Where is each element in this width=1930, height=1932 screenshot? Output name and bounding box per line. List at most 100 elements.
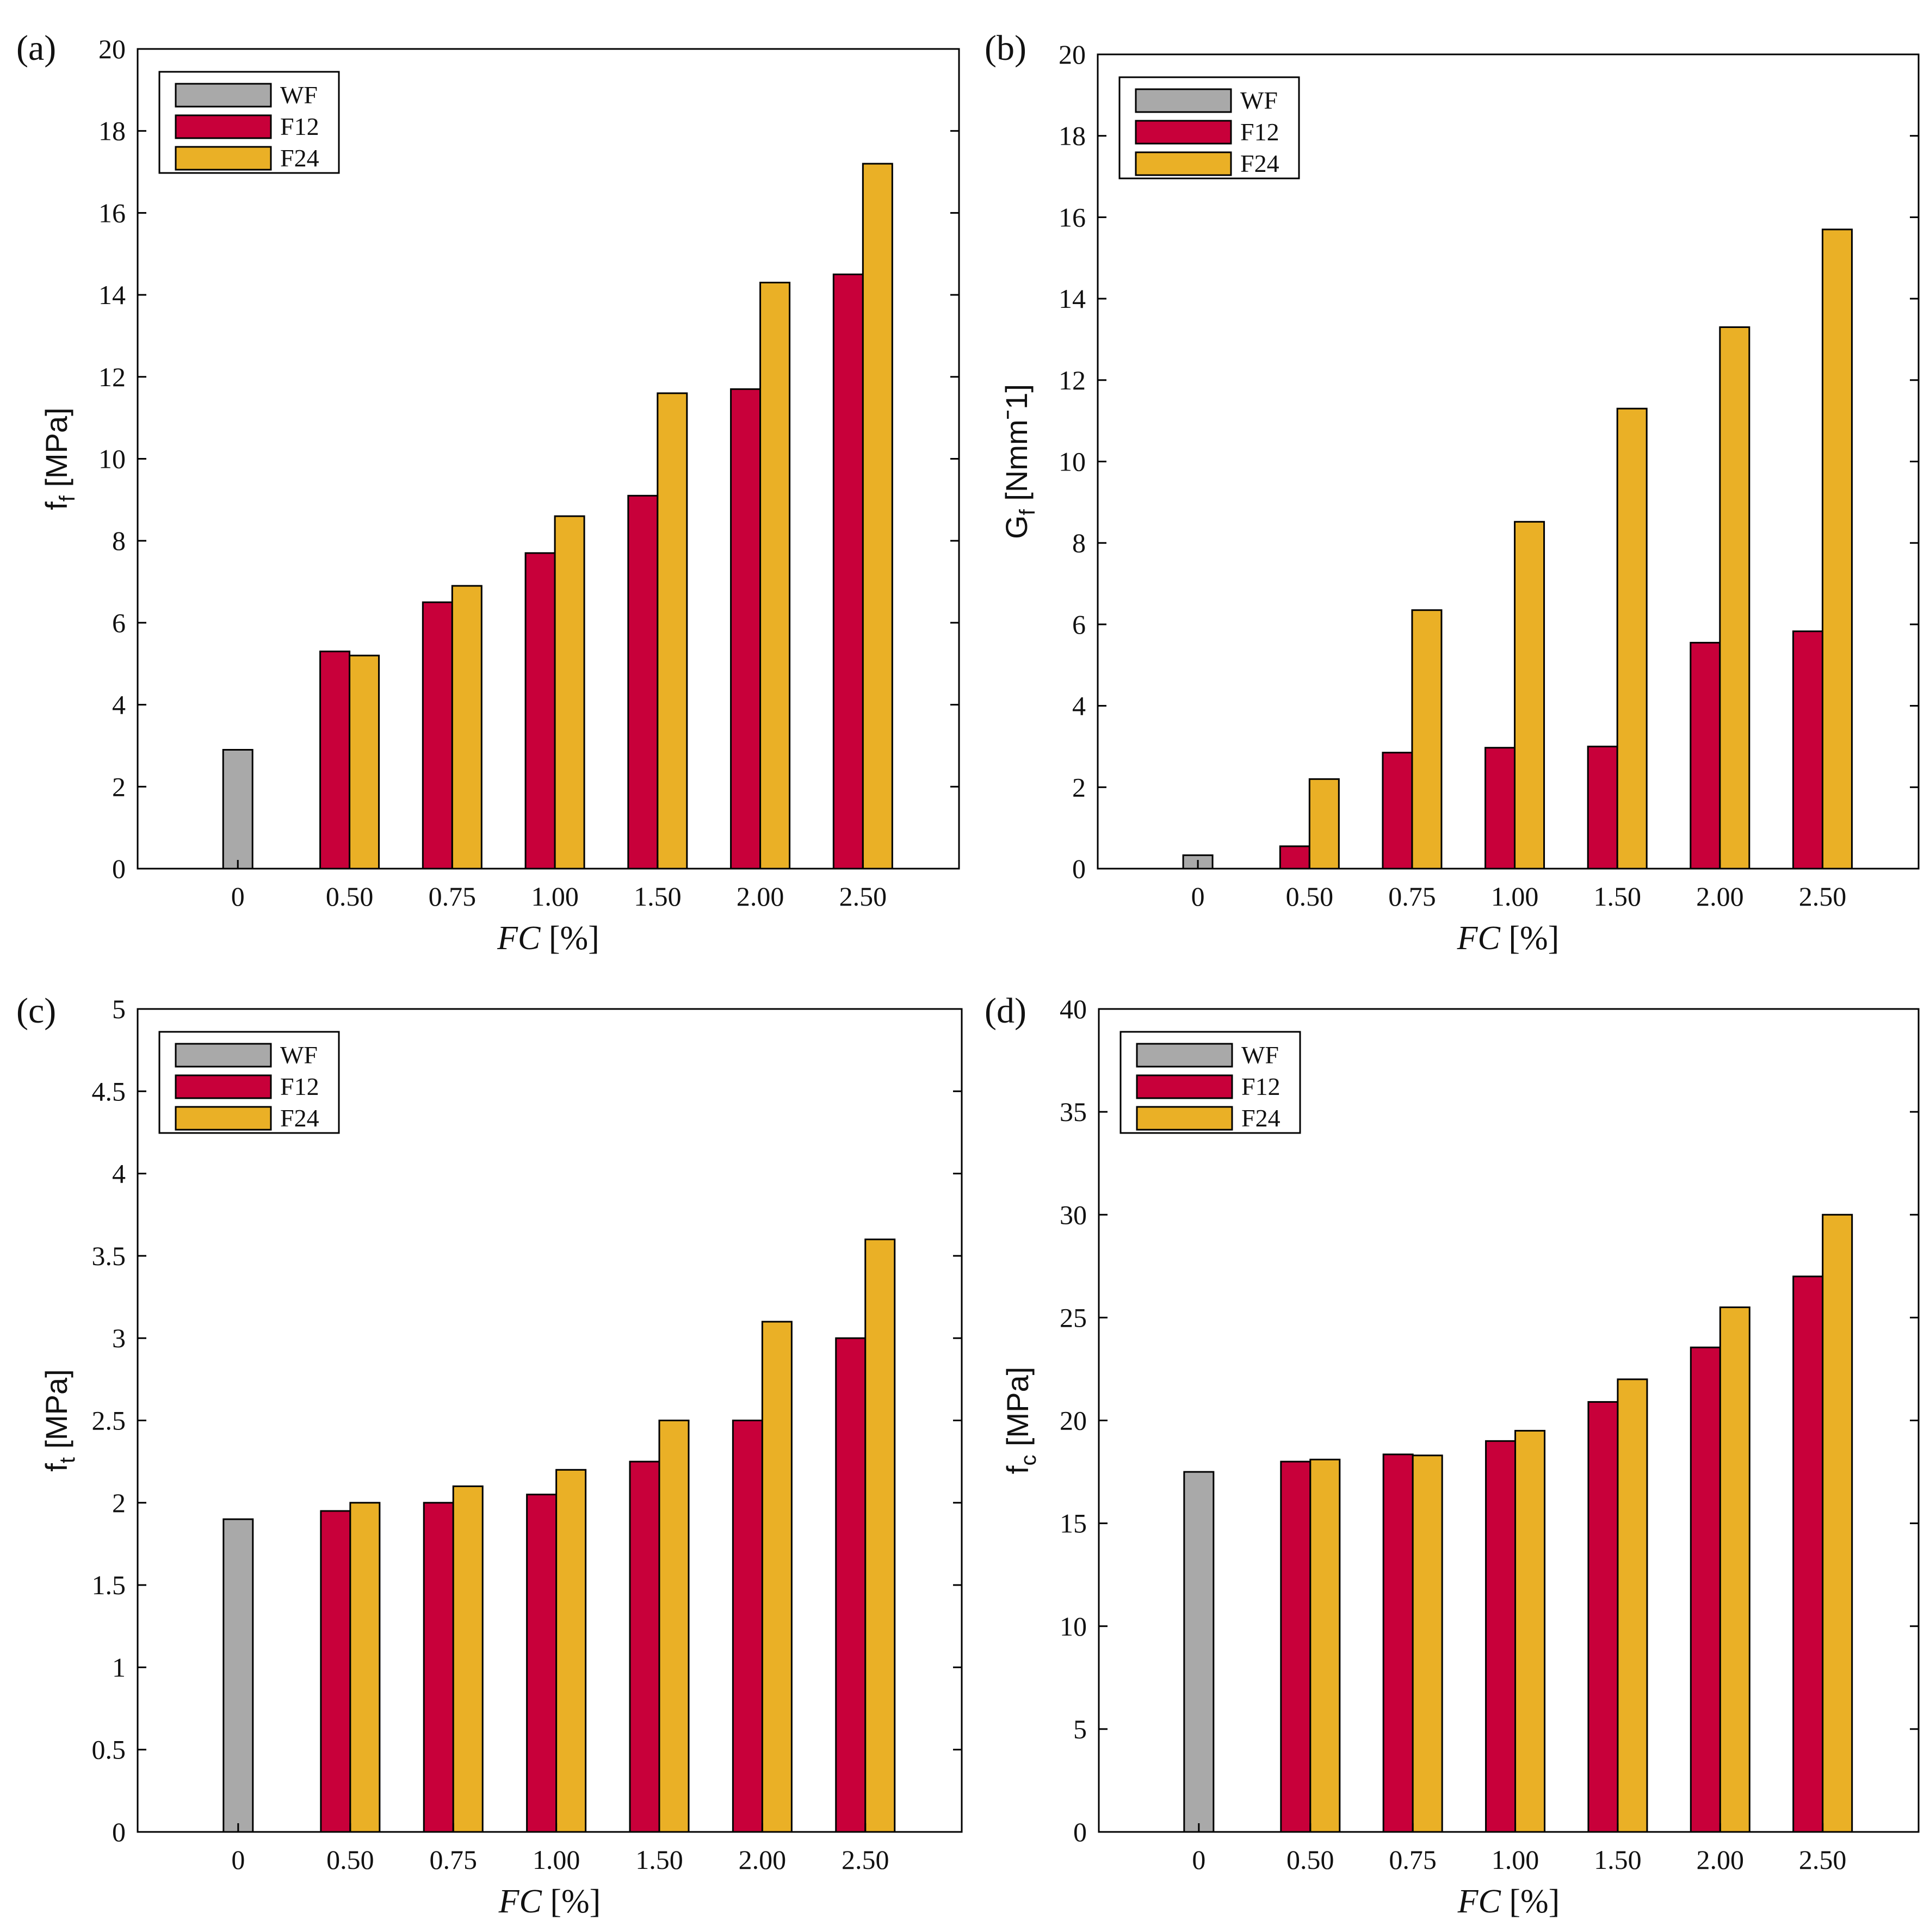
bar-f12-1_00 bbox=[1484, 747, 1516, 870]
x-tick-label: 0 bbox=[231, 1844, 245, 1875]
bar-f24-2_00 bbox=[1719, 326, 1750, 870]
panel-label: (d) bbox=[985, 991, 1026, 1031]
x-axis-label-var: FC bbox=[498, 1883, 550, 1920]
legend-label-f12: F12 bbox=[1240, 118, 1279, 146]
x-tick-label: 0.75 bbox=[429, 881, 477, 912]
legend-swatch-wf bbox=[175, 83, 272, 108]
y-tick-label: 4 bbox=[112, 1159, 126, 1189]
bar-f24-1_00 bbox=[1514, 521, 1545, 870]
legend-label-f24: F24 bbox=[280, 1104, 319, 1132]
y-axis-label-unit: [Nmmˉ1] bbox=[999, 384, 1034, 509]
bar-wf-0 bbox=[222, 1518, 254, 1833]
bar-f12-1_00 bbox=[524, 552, 556, 870]
x-axis-label: FC [%] bbox=[497, 920, 599, 957]
x-axis-label: FC [%] bbox=[1457, 920, 1560, 957]
bar-f12-0_50 bbox=[319, 651, 351, 870]
x-axis-label-var: FC bbox=[497, 920, 549, 957]
bar-f12-0_75 bbox=[423, 1502, 454, 1833]
bar-f12-2_00 bbox=[730, 388, 762, 870]
y-tick-label: 5 bbox=[112, 994, 126, 1024]
y-tick-label: 8 bbox=[112, 525, 126, 556]
x-axis-label-unit: [%] bbox=[549, 920, 599, 957]
bar-f24-2_00 bbox=[1719, 1306, 1750, 1833]
y-tick-label: 40 bbox=[1060, 994, 1087, 1024]
x-tick-label: 0.75 bbox=[1388, 881, 1436, 912]
x-tick-label: 2.50 bbox=[1799, 881, 1847, 912]
bar-f12-0_50 bbox=[1280, 1460, 1312, 1833]
bar-f24-2_50 bbox=[862, 163, 893, 870]
x-axis-label-unit: [%] bbox=[550, 1883, 601, 1920]
legend: WF F12 F24 bbox=[1119, 1031, 1301, 1134]
y-tick-label: 3 bbox=[112, 1323, 126, 1353]
y-axis-label-symbol: f bbox=[39, 501, 73, 510]
x-axis-label-unit: [%] bbox=[1509, 1883, 1560, 1920]
y-tick-label: 2.5 bbox=[92, 1405, 126, 1436]
y-axis-label-symbol: f bbox=[1000, 1465, 1035, 1474]
legend: WF F12 F24 bbox=[158, 1031, 340, 1134]
bar-f24-2_50 bbox=[1821, 228, 1853, 870]
legend-label-f12: F12 bbox=[280, 1073, 319, 1100]
x-tick-label: 1.50 bbox=[1593, 881, 1641, 912]
x-tick-label: 2.00 bbox=[737, 881, 784, 912]
y-axis-label-subscript: c bbox=[1017, 1455, 1041, 1466]
y-tick-label: 25 bbox=[1060, 1302, 1087, 1333]
bar-f12-1_50 bbox=[629, 1460, 660, 1833]
bar-f12-1_50 bbox=[1587, 1401, 1619, 1833]
legend-swatch-wf bbox=[1136, 1043, 1233, 1068]
bar-f24-2_00 bbox=[759, 281, 791, 870]
y-tick-label: 35 bbox=[1060, 1097, 1087, 1127]
x-tick-label: 0.50 bbox=[326, 881, 374, 912]
bar-f24-0_50 bbox=[1309, 1458, 1341, 1833]
y-tick-label: 10 bbox=[98, 444, 126, 474]
bar-f12-0_50 bbox=[1279, 845, 1310, 870]
y-axis-label: ff [MPa] bbox=[39, 407, 79, 510]
bar-f12-2_50 bbox=[1792, 630, 1823, 870]
legend-swatch-wf bbox=[1135, 88, 1232, 113]
bar-f24-0_50 bbox=[349, 1502, 381, 1833]
y-axis-label-symbol: G bbox=[999, 515, 1034, 539]
bar-f24-1_50 bbox=[657, 392, 688, 870]
y-tick-label: 20 bbox=[98, 34, 126, 64]
y-tick-label: 18 bbox=[1059, 121, 1086, 151]
y-tick-label: 0 bbox=[1072, 853, 1086, 884]
y-tick-label: 20 bbox=[1059, 39, 1086, 70]
x-tick-label: 1.50 bbox=[1594, 1844, 1642, 1875]
bar-f24-2_50 bbox=[1822, 1213, 1853, 1833]
legend-label-wf: WF bbox=[1241, 1041, 1279, 1069]
bar-f12-1_50 bbox=[1587, 745, 1618, 870]
y-axis-label: Gf [Nmmˉ1] bbox=[999, 384, 1040, 539]
y-tick-label: 0 bbox=[1073, 1817, 1087, 1847]
panel-label: (a) bbox=[16, 28, 56, 68]
x-tick-label: 1.00 bbox=[1491, 881, 1539, 912]
x-tick-label: 2.00 bbox=[1697, 1844, 1745, 1875]
legend-swatch-f12 bbox=[1135, 120, 1232, 145]
bar-f24-0_75 bbox=[1411, 609, 1443, 870]
y-axis-label: ft [MPa] bbox=[39, 1369, 79, 1472]
y-tick-label: 4 bbox=[112, 690, 126, 720]
y-tick-label: 1.5 bbox=[92, 1570, 126, 1600]
legend-label-f12: F12 bbox=[1241, 1073, 1281, 1100]
y-tick-label: 15 bbox=[1060, 1508, 1087, 1539]
legend-swatch-f12 bbox=[175, 114, 272, 139]
bar-f24-1_00 bbox=[555, 1469, 587, 1833]
y-tick-label: 4 bbox=[1072, 691, 1086, 721]
panel-d: (d) 0 5 10 15 20 25 30 35 40 0 0.50 0.75 1.00 1.50 2.00… bbox=[985, 991, 1920, 1920]
x-tick-label: 0 bbox=[231, 881, 245, 912]
x-tick-label: 0 bbox=[1191, 881, 1205, 912]
y-tick-label: 2 bbox=[112, 771, 126, 802]
y-tick-label: 0 bbox=[112, 853, 126, 884]
x-axis-label-var: FC bbox=[1457, 920, 1509, 957]
bar-f24-1_50 bbox=[658, 1420, 690, 1833]
x-tick-label: 2.50 bbox=[839, 881, 887, 912]
x-tick-label: 2.50 bbox=[842, 1844, 889, 1875]
x-tick-label: 0.50 bbox=[1286, 1844, 1334, 1875]
axes-frame bbox=[137, 1008, 963, 1833]
y-tick-label: 2 bbox=[1072, 772, 1086, 802]
x-tick-label: 2.50 bbox=[1799, 1844, 1847, 1875]
bar-f12-2_00 bbox=[1690, 642, 1721, 870]
legend-label-wf: WF bbox=[1240, 86, 1278, 114]
y-tick-label: 0 bbox=[112, 1817, 126, 1847]
y-tick-label: 20 bbox=[1060, 1405, 1087, 1436]
panel-label: (b) bbox=[985, 28, 1026, 68]
y-tick-label: 14 bbox=[98, 280, 126, 310]
